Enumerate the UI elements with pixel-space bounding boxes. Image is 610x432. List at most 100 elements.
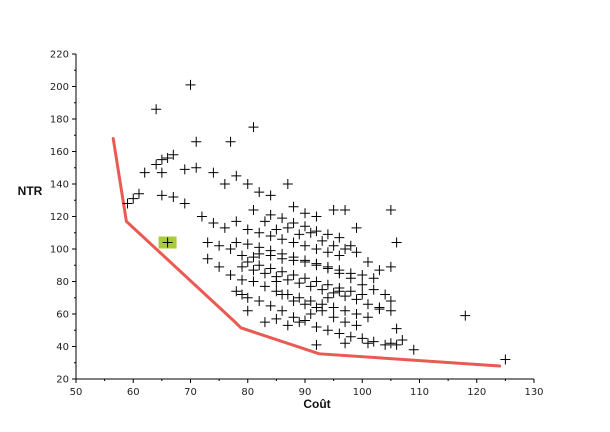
data-point xyxy=(311,276,322,287)
y-tick-label: 20 xyxy=(56,375,69,386)
data-point xyxy=(340,338,351,349)
data-point xyxy=(231,286,242,297)
data-point xyxy=(351,222,362,233)
data-point xyxy=(185,79,196,90)
data-point xyxy=(351,309,362,319)
y-tick-label: 180 xyxy=(50,115,69,126)
data-point xyxy=(340,291,351,302)
data-point xyxy=(242,179,253,189)
data-point xyxy=(340,305,351,316)
data-point xyxy=(277,248,288,259)
x-tick-label: 110 xyxy=(410,387,429,398)
y-tick-label: 120 xyxy=(50,212,69,223)
data-point xyxy=(340,205,351,215)
data-point xyxy=(282,320,293,331)
data-point xyxy=(322,279,333,290)
data-point xyxy=(288,237,299,248)
data-point xyxy=(179,198,190,209)
data-point xyxy=(391,339,402,350)
data-point xyxy=(265,263,276,274)
data-point xyxy=(288,201,299,212)
data-point xyxy=(282,274,293,285)
data-point xyxy=(225,136,236,147)
data-point xyxy=(322,292,333,303)
data-point xyxy=(334,265,345,276)
data-point xyxy=(288,312,299,323)
data-point xyxy=(265,231,276,241)
data-point xyxy=(259,281,270,292)
data-point xyxy=(237,250,248,261)
data-point xyxy=(282,179,293,189)
data-point xyxy=(300,240,310,251)
data-point xyxy=(391,237,402,248)
y-axis-title: NTR xyxy=(18,184,43,198)
y-tick-label: 160 xyxy=(50,147,69,158)
data-point xyxy=(191,162,202,173)
data-point xyxy=(254,260,265,271)
data-point xyxy=(179,164,190,175)
data-point xyxy=(254,187,265,198)
data-point xyxy=(259,317,270,328)
data-point xyxy=(334,250,345,261)
data-point xyxy=(237,274,248,285)
data-point xyxy=(242,224,253,235)
data-point xyxy=(122,198,133,209)
data-point xyxy=(242,239,253,250)
data-point xyxy=(357,279,368,290)
data-point xyxy=(271,313,282,324)
data-point xyxy=(265,300,276,311)
data-point xyxy=(271,276,282,287)
data-point xyxy=(162,237,173,248)
data-point xyxy=(362,299,373,310)
data-point xyxy=(340,317,351,328)
y-tick-label: 140 xyxy=(50,180,69,191)
data-point xyxy=(277,289,288,300)
data-point xyxy=(345,331,356,342)
data-point xyxy=(300,255,310,266)
x-tick-label: 130 xyxy=(524,387,543,398)
x-axis-ticks: 50 60 70 80 90 100 110 120 130 xyxy=(70,379,544,398)
data-point xyxy=(151,104,162,115)
data-point xyxy=(248,276,259,287)
data-point xyxy=(311,211,322,222)
data-point xyxy=(242,305,253,316)
data-point xyxy=(385,261,396,272)
data-point xyxy=(300,208,310,219)
data-point xyxy=(191,136,202,147)
data-point xyxy=(362,338,373,349)
x-tick-label: 70 xyxy=(184,387,197,398)
data-point xyxy=(162,153,173,163)
data-point xyxy=(219,222,230,233)
data-point xyxy=(460,310,471,321)
data-point xyxy=(168,192,179,202)
data-point xyxy=(208,218,219,228)
y-tick-label: 220 xyxy=(50,50,69,61)
data-point xyxy=(133,188,144,199)
data-point xyxy=(214,240,225,251)
data-point xyxy=(334,286,345,297)
data-point xyxy=(385,205,396,215)
data-point xyxy=(248,252,259,263)
data-point xyxy=(340,244,351,254)
data-point xyxy=(385,305,396,316)
x-tick-label: 50 xyxy=(70,387,83,398)
data-point xyxy=(317,284,328,295)
data-point xyxy=(294,317,305,328)
data-point xyxy=(305,227,316,238)
data-point xyxy=(380,289,391,300)
data-point xyxy=(311,339,322,350)
data-point xyxy=(254,296,265,306)
data-point xyxy=(305,296,316,306)
data-point xyxy=(208,167,219,178)
data-point xyxy=(231,170,242,181)
data-point xyxy=(265,190,276,201)
data-point xyxy=(317,305,328,316)
data-point xyxy=(288,270,299,280)
data-point xyxy=(277,213,288,224)
data-point xyxy=(368,336,379,347)
frontier-line xyxy=(111,137,502,368)
data-point xyxy=(219,179,230,189)
data-point xyxy=(334,232,345,243)
data-point xyxy=(322,261,333,272)
data-point xyxy=(294,292,305,303)
